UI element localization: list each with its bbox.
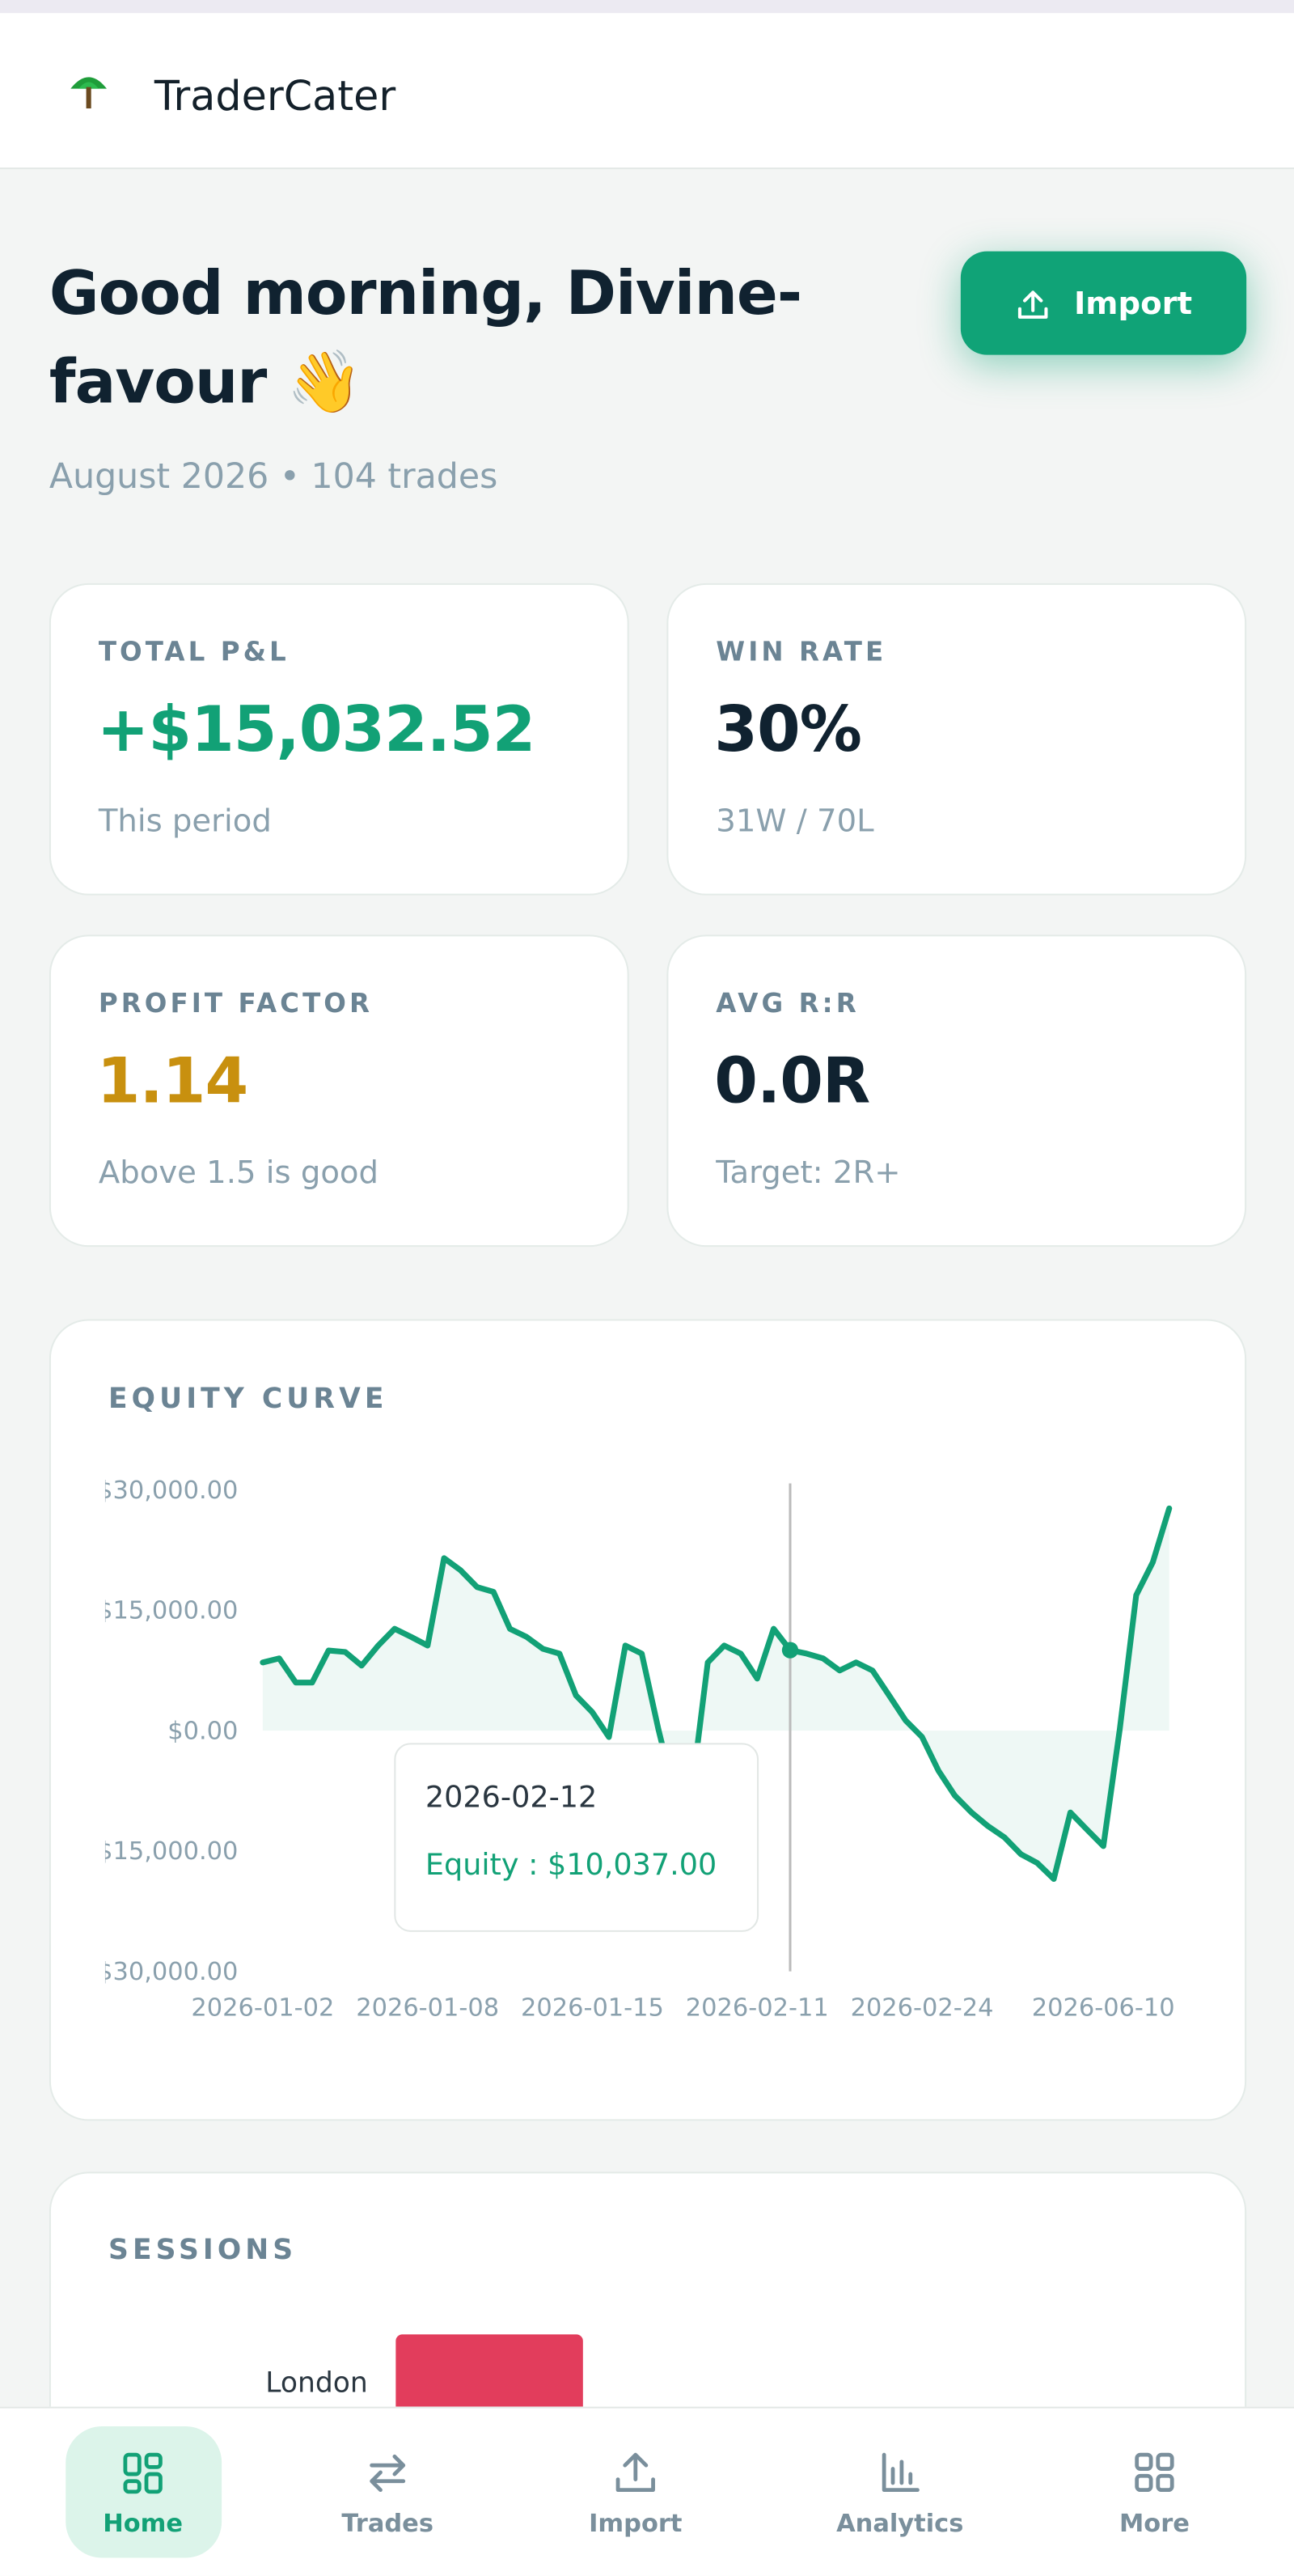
nav-label: Import <box>589 2508 683 2539</box>
y-axis: $30,000.00 $15,000.00 $0.00 -$15,000.00 -$30… <box>88 1477 238 1986</box>
nav-icon <box>615 2452 655 2493</box>
logo <box>70 77 107 109</box>
tooltip: 2026-02-12 Equity : $10,037.00 <box>394 1743 759 1932</box>
nav-label: Home <box>103 2508 184 2539</box>
nav-label: More <box>1119 2508 1190 2539</box>
x-tick-label: 2026-06-10 <box>1032 1993 1175 2022</box>
stat-note: This period <box>98 803 272 840</box>
y-tick-label: -$30,000.00 <box>88 1958 238 1986</box>
hover-dot <box>781 1642 799 1659</box>
nav-icon <box>882 2452 920 2493</box>
y-tick-label: $15,000.00 <box>97 1597 238 1625</box>
stat-note: 31W / 70L <box>716 803 874 840</box>
header: TraderCater <box>0 13 1294 170</box>
subtitle: August 2026 • 104 trades <box>49 456 498 497</box>
greeting: Good morning, Divine-favour 👋 <box>49 257 802 417</box>
stat-label: WIN RATE <box>716 635 887 667</box>
stat-card: WIN RATE 30% 31W / 70L <box>666 583 1247 896</box>
x-tick-label: 2026-01-02 <box>191 1993 334 2022</box>
stat-value: 1.14 <box>96 1044 248 1117</box>
stat-note: Above 1.5 is good <box>98 1155 379 1192</box>
stat-card: PROFIT FACTOR 1.14 Above 1.5 is good <box>49 934 629 1248</box>
y-tick-label: $30,000.00 <box>97 1477 238 1505</box>
chart-title: EQUITY CURVE <box>108 1383 388 1417</box>
nav-item[interactable]: Import <box>545 2409 725 2576</box>
active-pill <box>66 2426 222 2558</box>
status-strip <box>0 0 1294 14</box>
y-tick-label: -$15,000.00 <box>88 1837 238 1866</box>
button-label: Import <box>1073 285 1193 321</box>
y-tick-label: $0.00 <box>167 1717 238 1745</box>
stat-note: Target: 2R+ <box>716 1155 901 1192</box>
nav-icon <box>370 2454 406 2493</box>
nav-label: Trades <box>341 2508 433 2539</box>
stat-value: 30% <box>714 693 862 766</box>
nav-label: Analytics <box>836 2508 964 2539</box>
equity-area <box>262 1508 1169 1879</box>
stat-label: TOTAL P&L <box>98 635 290 667</box>
stat-card: TOTAL P&L +$15,032.52 This period <box>49 583 629 896</box>
nav-icon <box>1135 2452 1174 2493</box>
brand: TraderCater <box>154 72 396 121</box>
x-tick-label: 2026-02-11 <box>686 1993 829 2022</box>
x-tick-label: 2026-02-24 <box>851 1993 994 2022</box>
import-button[interactable]: Import <box>960 251 1247 355</box>
stat-value: +$15,032.52 <box>96 693 536 766</box>
x-tick-label: 2026-01-15 <box>521 1993 664 2022</box>
sessions-title: SESSIONS <box>108 2234 298 2268</box>
stat-label: PROFIT FACTOR <box>98 987 374 1019</box>
tooltip-date: 2026-02-12 <box>425 1781 598 1815</box>
nav-item[interactable]: Trades <box>298 2409 478 2576</box>
equity-chart: $30,000.00 $15,000.00 $0.00 -$15,000.00 -$30… <box>88 1477 1175 2023</box>
tooltip-value: Equity : $10,037.00 <box>425 1848 717 1883</box>
nav-item[interactable]: More <box>1064 2409 1245 2576</box>
stat-value: 0.0R <box>714 1044 870 1117</box>
stat-label: AVG R:R <box>716 987 860 1019</box>
session-label: London <box>265 2366 368 2400</box>
bottom-nav: Home Trades Import Analytics More <box>0 2406 1294 2576</box>
equity-card <box>49 1319 1247 2121</box>
nav-item[interactable]: Analytics <box>810 2409 990 2576</box>
stat-card: AVG R:R 0.0R Target: 2R+ <box>666 934 1247 1248</box>
upload-icon <box>1017 290 1048 318</box>
nav-icon <box>123 2452 163 2494</box>
nav-item[interactable]: Home <box>53 2409 233 2576</box>
x-tick-label: 2026-01-08 <box>356 1993 499 2022</box>
equity-line <box>260 1505 1173 1883</box>
